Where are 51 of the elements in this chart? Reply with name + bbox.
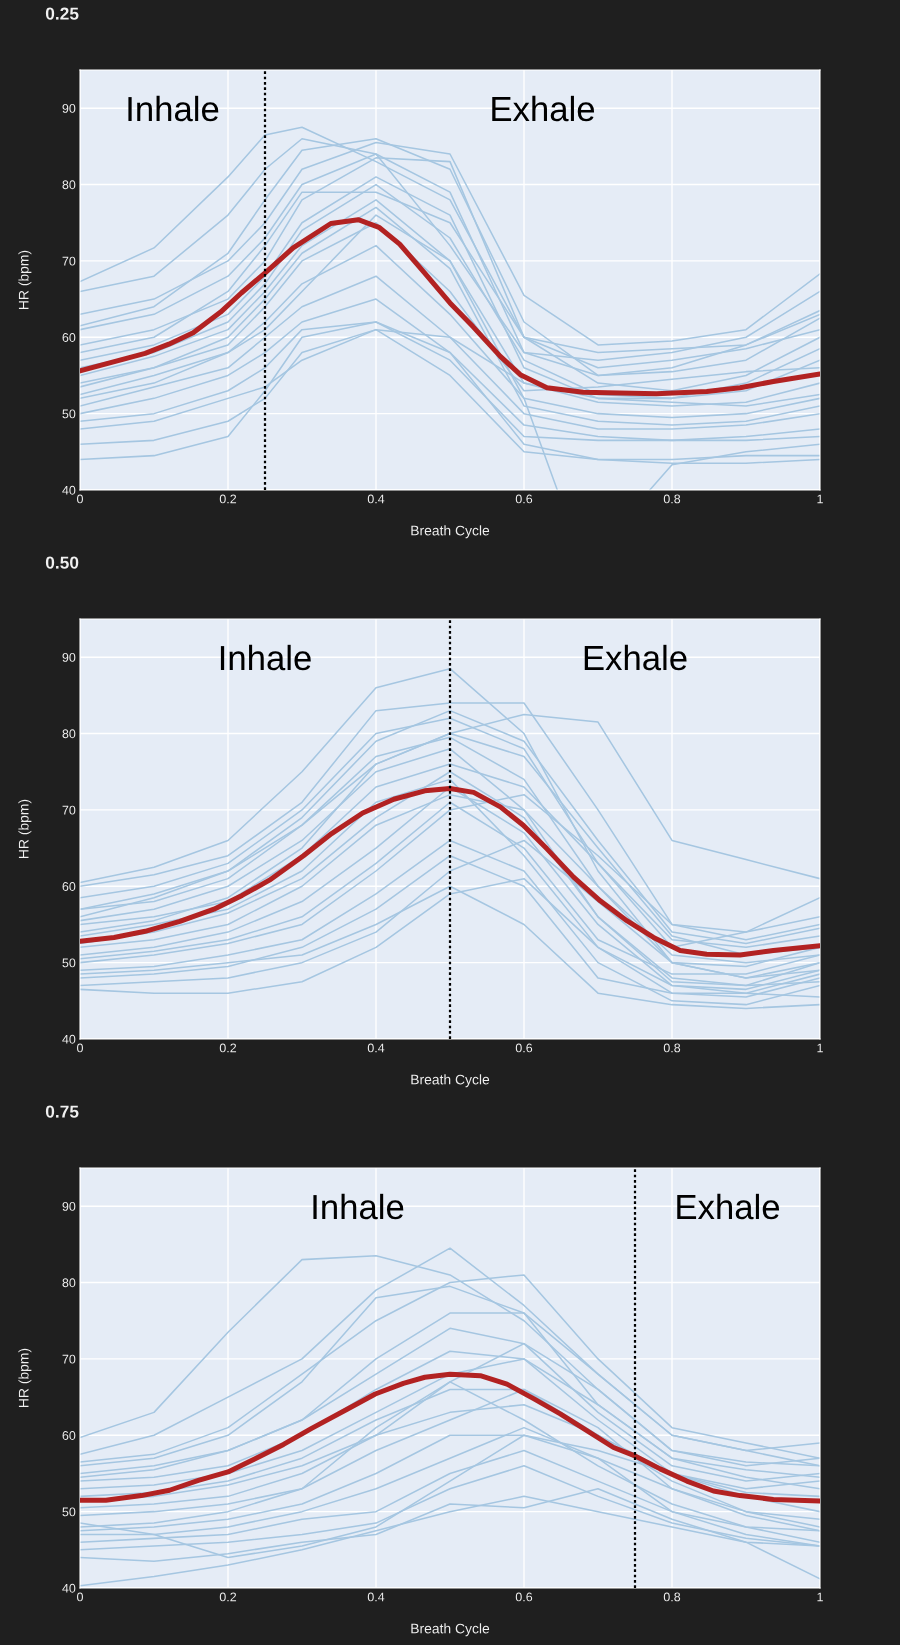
y-tick-label: 60 [62, 1431, 76, 1440]
x-tick-label: 0 [77, 1043, 83, 1053]
x-tick-label: 0.4 [367, 1592, 385, 1602]
y-tick-label: 70 [62, 1354, 76, 1364]
y-tick-label: 90 [62, 1201, 76, 1211]
annotation: Inhale [313, 1193, 404, 1220]
x-tick-label: 0.4 [367, 1043, 385, 1053]
x-tick-label: 0.2 [219, 494, 237, 504]
y-tick-label: 50 [62, 958, 76, 968]
annotation: Exhale [677, 1193, 780, 1220]
chart-title: 0.25 [45, 7, 79, 20]
x-tick-label: 0 [77, 1592, 83, 1602]
x-tick-label: 0.2 [219, 1043, 237, 1053]
y-tick-label: 60 [62, 882, 76, 891]
y-tick-label: 50 [62, 409, 76, 419]
y-tick-label: 90 [62, 103, 76, 113]
y-tick-label: 40 [62, 1034, 76, 1044]
y-tick-label: 70 [62, 805, 76, 815]
annotation: Inhale [128, 95, 219, 122]
annotation: Exhale [584, 644, 687, 671]
y-tick-label: 40 [62, 1583, 76, 1593]
y-tick-label: 80 [62, 180, 76, 190]
y-tick-label: 50 [62, 1507, 76, 1517]
x-tick-label: 0.4 [367, 494, 385, 504]
y-tick-label: 60 [62, 333, 76, 342]
y-tick-label: 90 [62, 652, 76, 662]
y-axis-title: HR (bpm) [18, 250, 32, 309]
y-axis-title: HR (bpm) [18, 799, 32, 858]
x-tick-label: 0 [77, 494, 83, 504]
y-axis-title: HR (bpm) [18, 1348, 32, 1407]
x-tick-label: 0.8 [663, 494, 681, 504]
x-tick-label: 0.6 [515, 1592, 533, 1602]
x-tick-label: 1 [817, 1043, 823, 1053]
y-tick-label: 80 [62, 729, 76, 739]
x-axis-title: Breath Cycle [411, 1074, 490, 1088]
x-tick-label: 0.8 [663, 1592, 681, 1602]
y-tick-label: 80 [62, 1278, 76, 1288]
y-tick-label: 70 [62, 256, 76, 266]
x-tick-label: 1 [817, 1592, 823, 1602]
x-tick-label: 0.6 [515, 1043, 533, 1053]
y-tick-label: 40 [62, 485, 76, 495]
chart-title: 0.75 [45, 1105, 79, 1118]
chart-title: 0.50 [45, 556, 79, 569]
x-tick-label: 0.8 [663, 1043, 681, 1053]
x-axis-title: Breath Cycle [411, 1623, 490, 1637]
x-axis-title: Breath Cycle [411, 525, 490, 539]
annotation: Exhale [492, 95, 595, 122]
x-tick-label: 0.6 [515, 494, 533, 504]
x-tick-label: 0.2 [219, 1592, 237, 1602]
x-tick-label: 1 [817, 494, 823, 504]
annotation: Inhale [220, 644, 311, 671]
